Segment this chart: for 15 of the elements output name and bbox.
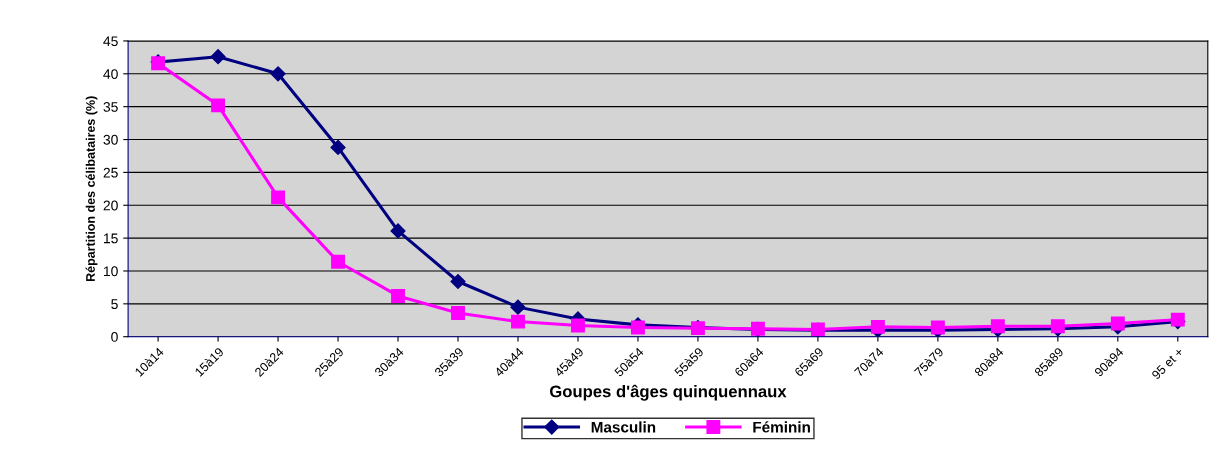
y-tick-label: 0 (111, 332, 118, 342)
y-tick-label: 40 (103, 69, 118, 79)
y-tick-label: 25 (103, 167, 118, 178)
y-tick-label: 30 (103, 134, 118, 145)
x-axis-title: Goupes d'âges quinquennaux (549, 384, 787, 401)
y-tick-label: 35 (103, 102, 118, 112)
y-tick-label: 5 (111, 299, 118, 310)
y-tick-label: 10 (103, 266, 118, 277)
x-tick-label: 95 et + (1151, 347, 1184, 380)
legend-label: Féminin (753, 421, 810, 433)
legend-label: Masculin (591, 421, 656, 433)
y-tick-label: 20 (103, 200, 118, 211)
y-axis-title: Répartition des célibataires (%) (85, 96, 98, 282)
y-tick-label: 15 (103, 233, 118, 244)
y-tick-label: 45 (103, 36, 118, 47)
